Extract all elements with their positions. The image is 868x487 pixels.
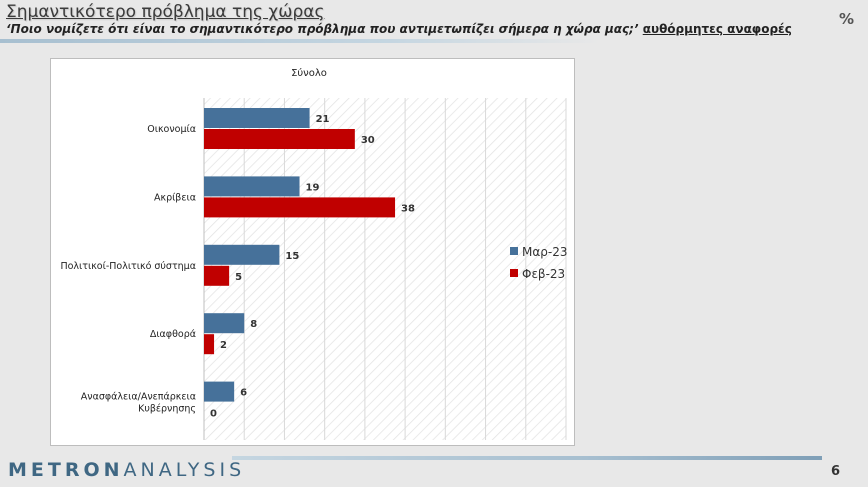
data-label: 19 <box>306 182 320 193</box>
category-labels: Οικονομία Ακρίβεια Πολιτικοί-Πολιτικό σύστ… <box>60 124 196 415</box>
bar <box>204 381 235 402</box>
bar <box>204 129 355 149</box>
data-label: 0 <box>210 409 217 420</box>
chart-title: Σύνολο <box>291 67 327 79</box>
data-label: 5 <box>235 272 242 283</box>
category-label: Ακρίβεια <box>154 192 196 203</box>
legend-swatch <box>510 247 518 255</box>
survey-question: ‘Ποιο νομίζετε ότι είναι το σημαντικότερ… <box>6 22 639 36</box>
data-label: 30 <box>361 135 375 146</box>
footer-divider <box>232 456 822 460</box>
category-label: Κυβέρνησης <box>138 404 196 415</box>
legend-label: Φεβ-23 <box>522 267 565 281</box>
response-type-note: αυθόρμητες αναφορές <box>642 22 792 36</box>
bar <box>204 334 215 355</box>
logo-analysis: ANALYSIS <box>123 459 246 481</box>
page-title: Σημαντικότερο πρόβλημα της χώρας <box>6 2 325 22</box>
bar <box>204 313 245 334</box>
category-label: Ανασφάλεια/Ανεπάρκεια <box>81 392 196 403</box>
page-number: 6 <box>830 464 840 479</box>
page-subtitle: ‘Ποιο νομίζετε ότι είναι το σημαντικότερ… <box>6 22 792 36</box>
category-label: Διαφθορά <box>150 329 196 340</box>
legend-swatch <box>510 269 518 277</box>
data-label: 38 <box>401 203 415 214</box>
legend: Μαρ-23 Φεβ-23 <box>510 245 567 281</box>
bar <box>204 176 300 197</box>
data-label: 15 <box>285 251 299 262</box>
bar <box>204 197 396 218</box>
metron-analysis-logo: METRONANALYSIS <box>8 459 245 481</box>
data-label: 6 <box>240 388 247 399</box>
unit-label: % <box>838 10 854 28</box>
logo-metron: METRON <box>8 459 124 481</box>
data-label: 2 <box>220 340 227 351</box>
data-label: 8 <box>250 319 257 330</box>
title-divider <box>0 39 600 43</box>
category-label: Πολιτικοί-Πολιτικό σύστημα <box>60 261 196 272</box>
bars: 21 30 19 38 15 5 8 2 6 0 <box>204 108 415 420</box>
chart-panel: Σύνολο 21 30 19 38 15 5 8 2 6 0 Οικονομία Ακρίβεια… <box>50 58 575 446</box>
data-label: 21 <box>316 114 330 125</box>
category-label: Οικονομία <box>147 124 196 135</box>
bar <box>204 265 230 286</box>
plot-area <box>204 98 566 440</box>
bar <box>204 244 280 265</box>
bar-chart: Σύνολο 21 30 19 38 15 5 8 2 6 0 Οικονομία Ακρίβεια… <box>60 67 567 440</box>
bar <box>204 108 310 128</box>
legend-label: Μαρ-23 <box>522 245 567 259</box>
